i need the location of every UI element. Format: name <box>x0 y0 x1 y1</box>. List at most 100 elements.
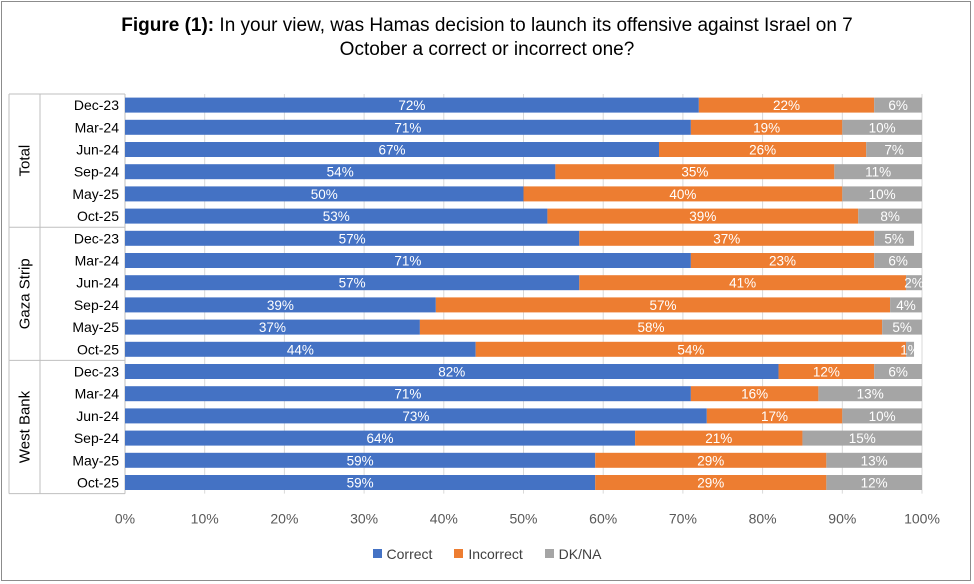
category-label: Oct-25 <box>77 341 119 357</box>
bar-correct <box>125 142 659 157</box>
chart-title-line-1: Figure (1): In your view, was Hamas deci… <box>0 14 974 38</box>
data-label-incorrect: 12% <box>813 365 840 380</box>
data-label-correct: 67% <box>378 143 405 158</box>
bar-incorrect <box>523 186 843 202</box>
bar-correct <box>125 119 691 135</box>
category-label: Dec-23 <box>74 97 119 113</box>
category-label: Mar-24 <box>75 119 120 135</box>
bar-incorrect <box>555 164 835 180</box>
bar-incorrect <box>706 408 843 424</box>
category-label: May-25 <box>72 319 119 335</box>
x-tick-label: 60% <box>589 511 617 527</box>
data-label-dkna: 5% <box>884 231 904 246</box>
data-label-correct: 82% <box>438 365 465 380</box>
bar-correct <box>125 97 699 113</box>
chart-title-line-2: October a correct or incorrect one? <box>339 39 635 60</box>
bar-incorrect <box>475 341 907 357</box>
bar-incorrect <box>635 430 803 446</box>
chart-legend: Correct Incorrect DK/NA <box>0 545 974 562</box>
group-label: West Bank <box>17 390 34 463</box>
category-label: Sep-24 <box>74 164 119 180</box>
data-label-correct: 71% <box>394 387 421 402</box>
bar-dkna <box>906 275 922 291</box>
category-label: Oct-25 <box>77 475 119 491</box>
category-label: Sep-24 <box>74 297 119 313</box>
data-label-dkna: 10% <box>869 409 896 424</box>
data-label-incorrect: 19% <box>753 120 780 135</box>
x-tick-label: 10% <box>191 511 219 527</box>
data-label-dkna: 1% <box>900 342 920 357</box>
data-label-dkna: 5% <box>892 320 912 335</box>
bar-dkna <box>874 97 922 113</box>
data-label-incorrect: 35% <box>681 165 708 180</box>
data-label-incorrect: 58% <box>638 320 665 335</box>
data-label-incorrect: 29% <box>697 453 724 468</box>
data-label-incorrect: 17% <box>761 409 788 424</box>
bar-correct <box>125 408 707 424</box>
data-label-dkna: 6% <box>888 98 908 113</box>
bar-dkna <box>882 319 922 335</box>
bar-correct <box>125 297 436 313</box>
bar-correct <box>125 475 596 490</box>
bar-incorrect <box>435 297 891 313</box>
bar-dkna <box>858 208 922 224</box>
bar-correct <box>125 319 420 335</box>
chart-title-prefix: Figure (1): <box>121 15 215 36</box>
legend-label-incorrect: Incorrect <box>468 545 523 562</box>
data-label-dkna: 4% <box>896 298 916 313</box>
bar-dkna <box>818 386 922 402</box>
data-label-incorrect: 22% <box>773 98 800 113</box>
data-label-incorrect: 40% <box>669 187 696 202</box>
bar-incorrect <box>595 475 827 490</box>
x-tick-label: 100% <box>904 511 940 527</box>
category-label: Oct-25 <box>77 208 119 224</box>
bar-correct <box>125 164 556 180</box>
data-label-correct: 57% <box>339 231 366 246</box>
data-label-incorrect: 26% <box>749 143 776 158</box>
bar-dkna <box>802 430 922 446</box>
data-label-correct: 54% <box>327 165 354 180</box>
bar-incorrect <box>690 119 843 135</box>
bar-dkna <box>826 475 922 490</box>
legend-item-dkna: DK/NA <box>544 546 601 562</box>
bar-incorrect <box>595 452 827 468</box>
bar-incorrect <box>547 208 859 224</box>
data-label-incorrect: 37% <box>713 231 740 246</box>
group-label: Total <box>17 145 34 177</box>
bar-incorrect <box>690 386 819 402</box>
bar-dkna <box>842 408 922 424</box>
bar-dkna <box>834 164 922 180</box>
bar-dkna <box>866 142 922 157</box>
data-label-correct: 72% <box>398 98 425 113</box>
data-label-correct: 37% <box>259 320 286 335</box>
bar-incorrect <box>579 275 907 291</box>
bar-correct <box>125 386 691 402</box>
legend-swatch-correct <box>372 549 382 558</box>
chart-title: Figure (1): In your view, was Hamas deci… <box>0 14 974 62</box>
data-label-correct: 71% <box>394 120 421 135</box>
category-label: Dec-23 <box>74 364 119 380</box>
data-label-dkna: 2% <box>904 276 924 291</box>
data-label-incorrect: 39% <box>689 209 716 224</box>
bar-correct <box>125 186 524 202</box>
bar-dkna <box>906 341 915 357</box>
x-tick-label: 70% <box>669 511 697 527</box>
bar-dkna <box>842 119 922 135</box>
data-label-correct: 73% <box>402 409 429 424</box>
data-label-incorrect: 23% <box>769 254 796 269</box>
bar-correct <box>125 230 580 246</box>
bar-dkna <box>826 452 922 468</box>
data-label-correct: 59% <box>347 453 374 468</box>
category-label: Jun-24 <box>76 408 119 424</box>
bar-dkna <box>874 230 915 246</box>
bar-incorrect <box>658 142 867 157</box>
data-label-incorrect: 57% <box>649 298 676 313</box>
bar-incorrect <box>419 319 883 335</box>
data-label-correct: 64% <box>367 431 394 446</box>
bar-correct <box>125 364 779 379</box>
data-label-dkna: 11% <box>865 165 891 180</box>
data-label-dkna: 10% <box>869 187 896 202</box>
data-label-correct: 59% <box>347 476 374 491</box>
legend-item-incorrect: Incorrect <box>454 545 523 562</box>
x-tick-label: 50% <box>509 511 537 527</box>
